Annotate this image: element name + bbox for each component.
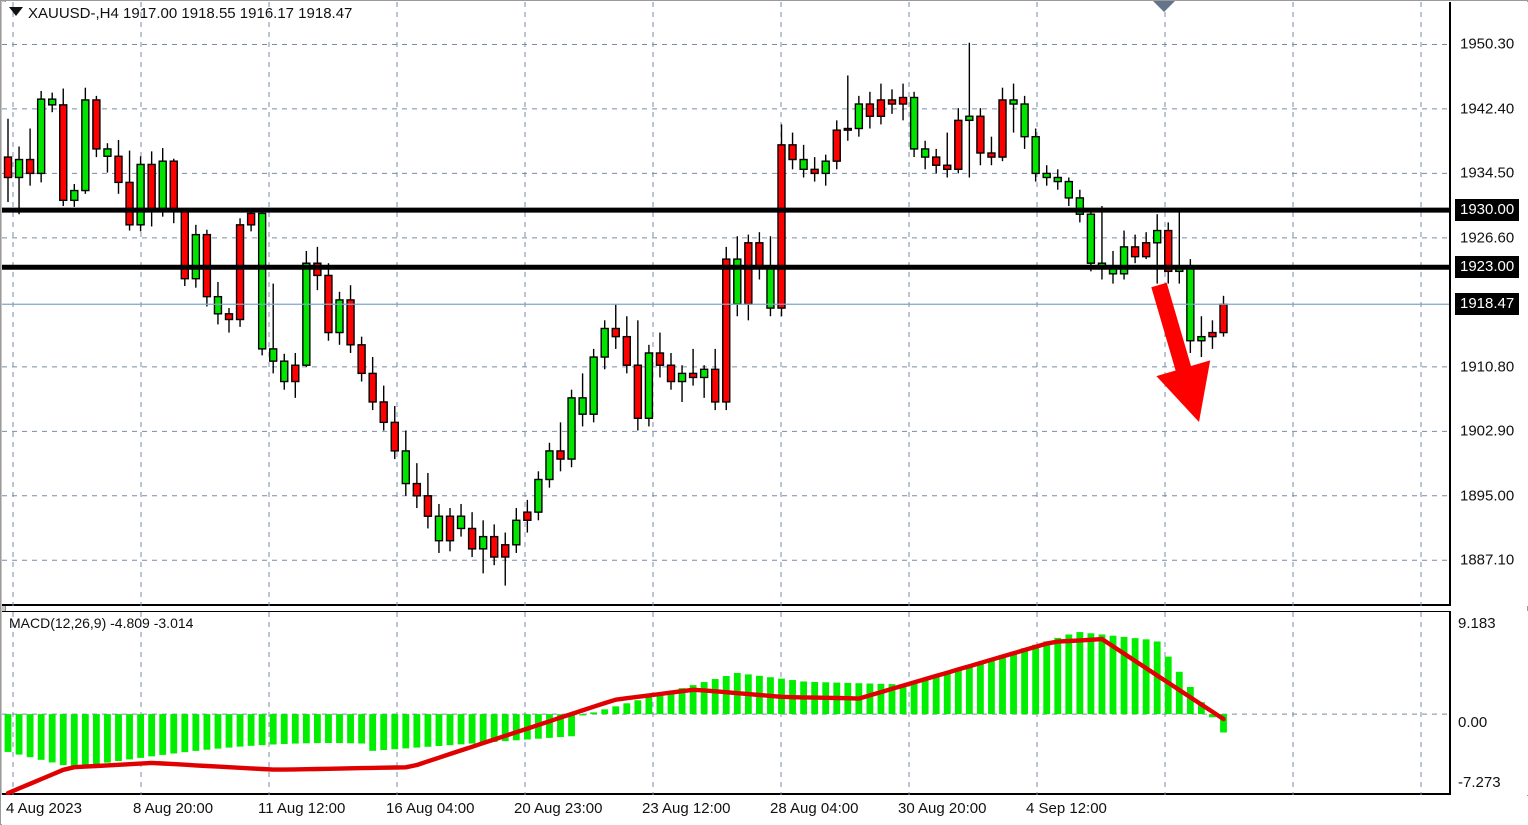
price-axis-tick-label: 1942.40 [1460, 100, 1515, 118]
time-axis-tick-label: 28 Aug 04:00 [770, 800, 859, 817]
price-axis-tick-label: 1895.00 [1460, 487, 1515, 505]
price-axis-tick-label: 1902.90 [1460, 422, 1515, 440]
price-axis-badge: 1930.00 [1455, 199, 1520, 222]
macd-indicator-label: MACD(12,26,9) -4.809 -3.014 [9, 615, 194, 631]
time-axis-tick-label: 8 Aug 20:00 [133, 800, 214, 817]
macd-axis-tick-label: -7.273 [1458, 774, 1501, 791]
symbol-ohlc-text: XAUUSD-,H4 1917.00 1918.55 1916.17 1918.… [28, 5, 353, 22]
price-axis-tick-label: 1926.60 [1460, 229, 1515, 247]
price-chart-panel[interactable] [2, 2, 1449, 606]
price-axis-tick-label: 1934.50 [1460, 164, 1515, 182]
period-separator-marker [1153, 1, 1175, 12]
price-chart-canvas[interactable] [2, 2, 1449, 606]
time-axis-tick-label: 16 Aug 04:00 [386, 800, 475, 817]
price-axis-tick-label: 1950.30 [1460, 35, 1515, 53]
time-axis[interactable]: 4 Aug 2023 8 Aug 20:00 11 Aug 12:00 16 Aug … [2, 796, 1528, 825]
time-axis-tick-label: 30 Aug 20:00 [898, 800, 987, 817]
macd-axis-tick-label: 9.183 [1458, 615, 1496, 632]
triangle-down-icon[interactable] [9, 7, 23, 16]
price-axis-badge: 1923.00 [1455, 256, 1520, 279]
time-axis-tick-label: 4 Sep 12:00 [1026, 800, 1107, 817]
price-axis[interactable]: 1950.30 1942.40 1934.50 1930.00 1926.60 1923.… [1449, 2, 1528, 606]
price-axis-tick-label: 1910.80 [1460, 358, 1515, 376]
macd-axis[interactable]: 9.183 0.00 -7.273 [1449, 611, 1528, 795]
macd-canvas[interactable] [2, 612, 1449, 795]
macd-axis-tick-label: 0.00 [1458, 714, 1488, 732]
chart-symbol-header: XAUUSD-,H4 1917.00 1918.55 1916.17 1918.… [9, 5, 352, 22]
price-axis-badge: 1918.47 [1455, 293, 1520, 316]
time-axis-tick-label: 11 Aug 12:00 [258, 800, 346, 817]
price-axis-tick-label: 1887.10 [1460, 551, 1515, 569]
macd-indicator-panel[interactable] [2, 611, 1449, 795]
time-axis-tick-label: 23 Aug 12:00 [642, 800, 731, 817]
time-axis-tick-label: 20 Aug 23:00 [514, 800, 603, 817]
time-axis-tick-label: 4 Aug 2023 [6, 800, 82, 817]
